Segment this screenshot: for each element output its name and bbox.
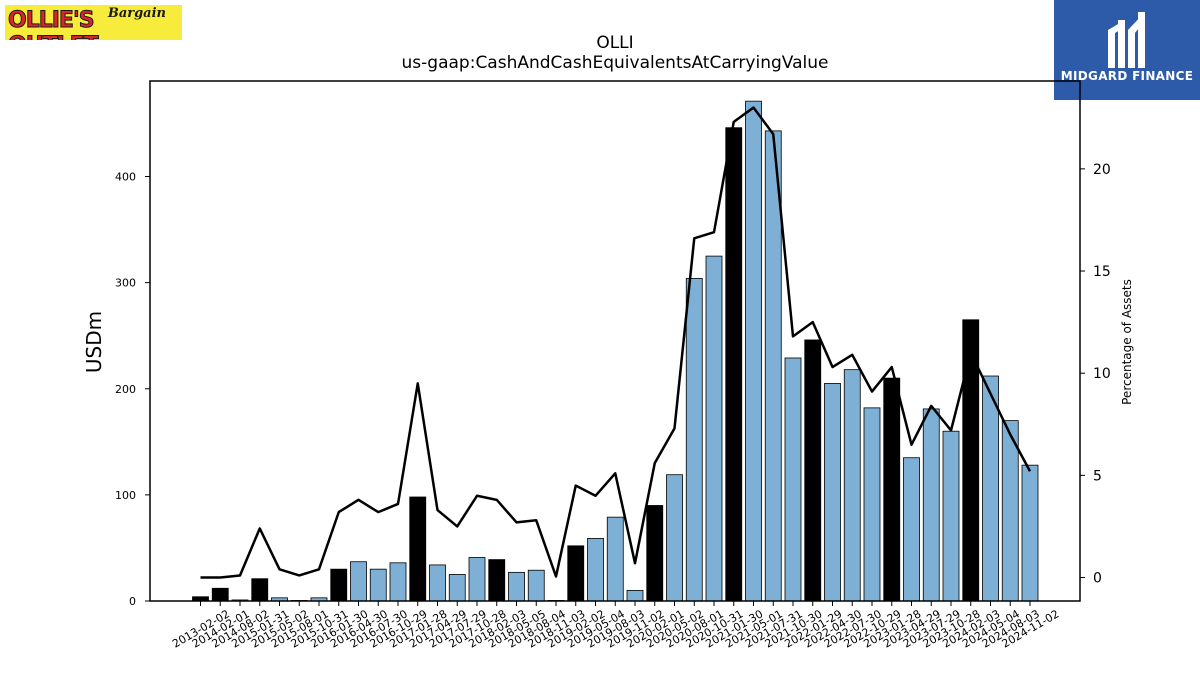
bar <box>409 496 427 602</box>
bar <box>745 100 762 602</box>
bar <box>646 505 664 602</box>
y-tick-label: 400 <box>115 171 136 184</box>
midgard-logo-text: MIDGARD FINANCE <box>1060 69 1194 83</box>
y2-tick-label: 0 <box>1093 571 1102 587</box>
bar <box>350 561 367 602</box>
bar <box>251 578 269 602</box>
bar <box>448 574 466 602</box>
y-tick-label: 0 <box>129 595 136 608</box>
bar <box>567 545 585 602</box>
y2-tick-label: 10 <box>1093 366 1111 382</box>
bar <box>369 568 387 602</box>
y2-tick-label: 15 <box>1093 264 1111 280</box>
bar <box>666 474 683 602</box>
bar <box>508 571 525 602</box>
y-tick-label: 200 <box>115 383 136 396</box>
bar <box>606 516 624 602</box>
bar <box>685 277 703 602</box>
bar <box>429 564 446 602</box>
y2-axis-label: Percentage of Assets <box>1120 279 1134 405</box>
bar <box>330 568 348 602</box>
bar <box>725 127 743 602</box>
line-series <box>200 106 1032 579</box>
y-tick-label: 100 <box>115 489 136 502</box>
bar <box>942 430 960 602</box>
axes: 0100200300400051015202013-02-022014-02-0… <box>115 80 1111 651</box>
midgard-logo: MIDGARD FINANCE <box>1054 0 1200 100</box>
bar <box>883 377 901 602</box>
bar <box>389 562 407 602</box>
bar <box>488 559 506 602</box>
bar <box>804 339 822 602</box>
bar-series <box>192 100 1039 602</box>
y2-tick-label: 20 <box>1093 162 1111 178</box>
bar <box>1021 464 1039 602</box>
logo-main-text: OLLIE'S OUTLET <box>8 8 100 41</box>
bar <box>903 457 920 602</box>
logo-sub-text: Bargain <box>107 6 166 21</box>
bar <box>922 408 940 602</box>
bar <box>1001 420 1019 602</box>
midgard-emblem-icon <box>1108 12 1145 68</box>
y-axis-label: USDm <box>82 311 106 373</box>
bar <box>824 383 841 602</box>
bar <box>982 375 999 602</box>
bar <box>843 369 861 602</box>
chart-subtitle: us-gaap:CashAndCashEquivalentsAtCarrying… <box>402 53 829 73</box>
y2-tick-label: 5 <box>1093 468 1102 484</box>
bar <box>863 407 881 602</box>
bar <box>527 569 545 602</box>
bar <box>626 589 644 602</box>
bar <box>705 255 723 602</box>
ollies-logo: Bargain OLLIE'S OUTLET <box>5 5 182 40</box>
percentage-line <box>200 106 1032 579</box>
chart-title: OLLI <box>596 33 633 53</box>
bar <box>211 587 229 602</box>
bar <box>587 537 604 602</box>
y-tick-label: 300 <box>115 277 136 290</box>
bar <box>784 357 802 602</box>
bar <box>468 557 486 602</box>
